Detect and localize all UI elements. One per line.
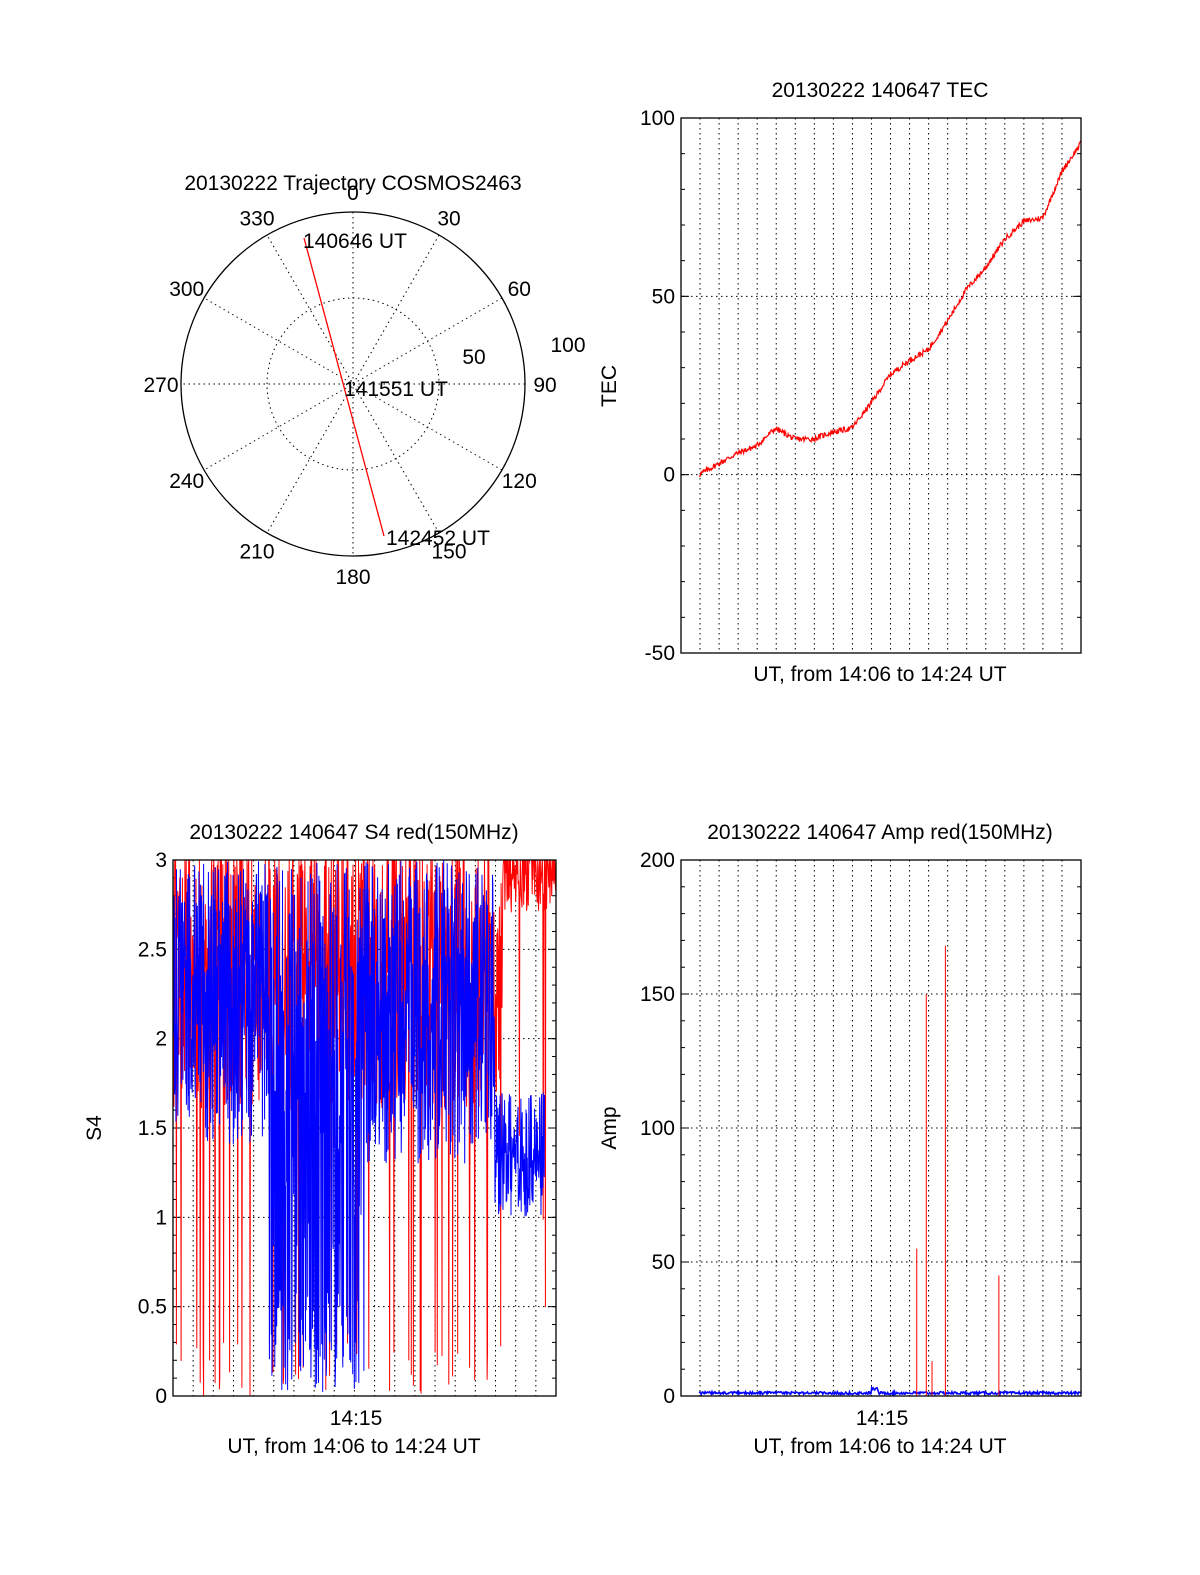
s4-y-tick-labels: 0 0.5 1 1.5 2 2.5 3: [138, 849, 167, 1408]
tec-ylabel: TEC: [598, 365, 621, 407]
polar-az-label-30: 30: [437, 208, 460, 231]
amp-xlabel: UT, from 14:06 to 14:24 UT: [753, 1435, 1006, 1458]
polar-az-label-210: 210: [239, 540, 274, 563]
polar-az-label-60: 60: [508, 278, 531, 301]
s4-title: 20130222 140647 S4 red(150MHz): [189, 821, 518, 844]
polar-elev-label-50: 50: [462, 346, 485, 369]
tec-title: 20130222 140647 TEC: [772, 79, 989, 102]
amp-chart: 20130222 140647 Amp red(150MHz) 0 50 100 15…: [598, 821, 1082, 1458]
trajectory-line: [303, 237, 385, 537]
trajectory-start-label: 140646 UT: [303, 230, 407, 253]
tec-chart: 20130222 140647 TEC -50 0 50 100 UT, from 1…: [598, 79, 1082, 686]
polar-azimuth-labels: 0 30 60 90 120 150 180 210 240 270 300 330: [143, 182, 556, 589]
s4-ytick-2: 1: [155, 1206, 167, 1229]
polar-az-label-300: 300: [169, 278, 204, 301]
polar-az-label-120: 120: [502, 470, 537, 493]
amp-xtick-label: 14:15: [856, 1407, 909, 1430]
tec-ytick-3: 100: [640, 107, 675, 130]
s4-ytick-6: 3: [155, 849, 167, 872]
amp-blue-series: [698, 1385, 1082, 1398]
polar-az-label-240: 240: [169, 470, 204, 493]
polar-az-label-270: 270: [143, 374, 178, 397]
polar-trajectory-chart: 20130222 Trajectory COSMOS2463 0 30 60 90 12…: [143, 172, 585, 589]
amp-grid: [681, 859, 1081, 1397]
amp-ytick-1: 50: [652, 1251, 675, 1274]
s4-ytick-0: 0: [155, 1385, 167, 1408]
s4-xlabel: UT, from 14:06 to 14:24 UT: [227, 1435, 480, 1458]
s4-blue-series: [172, 860, 545, 1392]
tec-plot-frame: [680, 117, 1082, 654]
tec-ytick-2: 50: [652, 285, 675, 308]
amp-red-spikes: [916, 945, 1000, 1396]
tec-xlabel: UT, from 14:06 to 14:24 UT: [753, 663, 1006, 686]
amp-ytick-2: 100: [640, 1117, 675, 1140]
s4-ytick-3: 1.5: [138, 1117, 167, 1140]
trajectory-end-label: 142452 UT: [386, 527, 490, 550]
amp-plot-frame: [680, 859, 1082, 1397]
amp-ytick-3: 150: [640, 983, 675, 1006]
tec-series-line: [698, 140, 1082, 477]
amp-ytick-0: 0: [663, 1385, 675, 1408]
polar-az-label-90: 90: [533, 374, 556, 397]
s4-ytick-5: 2.5: [138, 938, 167, 961]
polar-title: 20130222 Trajectory COSMOS2463: [184, 172, 521, 195]
s4-chart: 20130222 140647 S4 red(150MHz) 0 0.5 1 1.5 2…: [83, 821, 557, 1458]
polar-az-label-330: 330: [239, 208, 274, 231]
s4-plot-frame: [172, 859, 557, 1397]
s4-ylabel: S4: [83, 1115, 106, 1141]
tec-ytick-0: -50: [645, 642, 675, 665]
amp-ytick-4: 200: [640, 849, 675, 872]
tec-y-tick-labels: -50 0 50 100: [640, 107, 675, 665]
polar-elev-label-100: 100: [550, 334, 585, 357]
polar-az-label-150: 150: [431, 540, 466, 563]
polar-az-label-0: 0: [347, 182, 359, 205]
amp-y-tick-labels: 0 50 100 150 200: [640, 849, 675, 1408]
s4-ytick-1: 0.5: [138, 1296, 167, 1319]
amp-title: 20130222 140647 Amp red(150MHz): [707, 821, 1053, 844]
polar-az-label-180: 180: [335, 566, 370, 589]
s4-xtick-label: 14:15: [330, 1407, 383, 1430]
s4-ytick-4: 2: [155, 1028, 167, 1051]
tec-ytick-1: 0: [663, 464, 675, 487]
amp-ylabel: Amp: [598, 1106, 621, 1149]
trajectory-mid-label: 141551 UT: [344, 378, 448, 401]
tec-grid: [681, 117, 1081, 654]
